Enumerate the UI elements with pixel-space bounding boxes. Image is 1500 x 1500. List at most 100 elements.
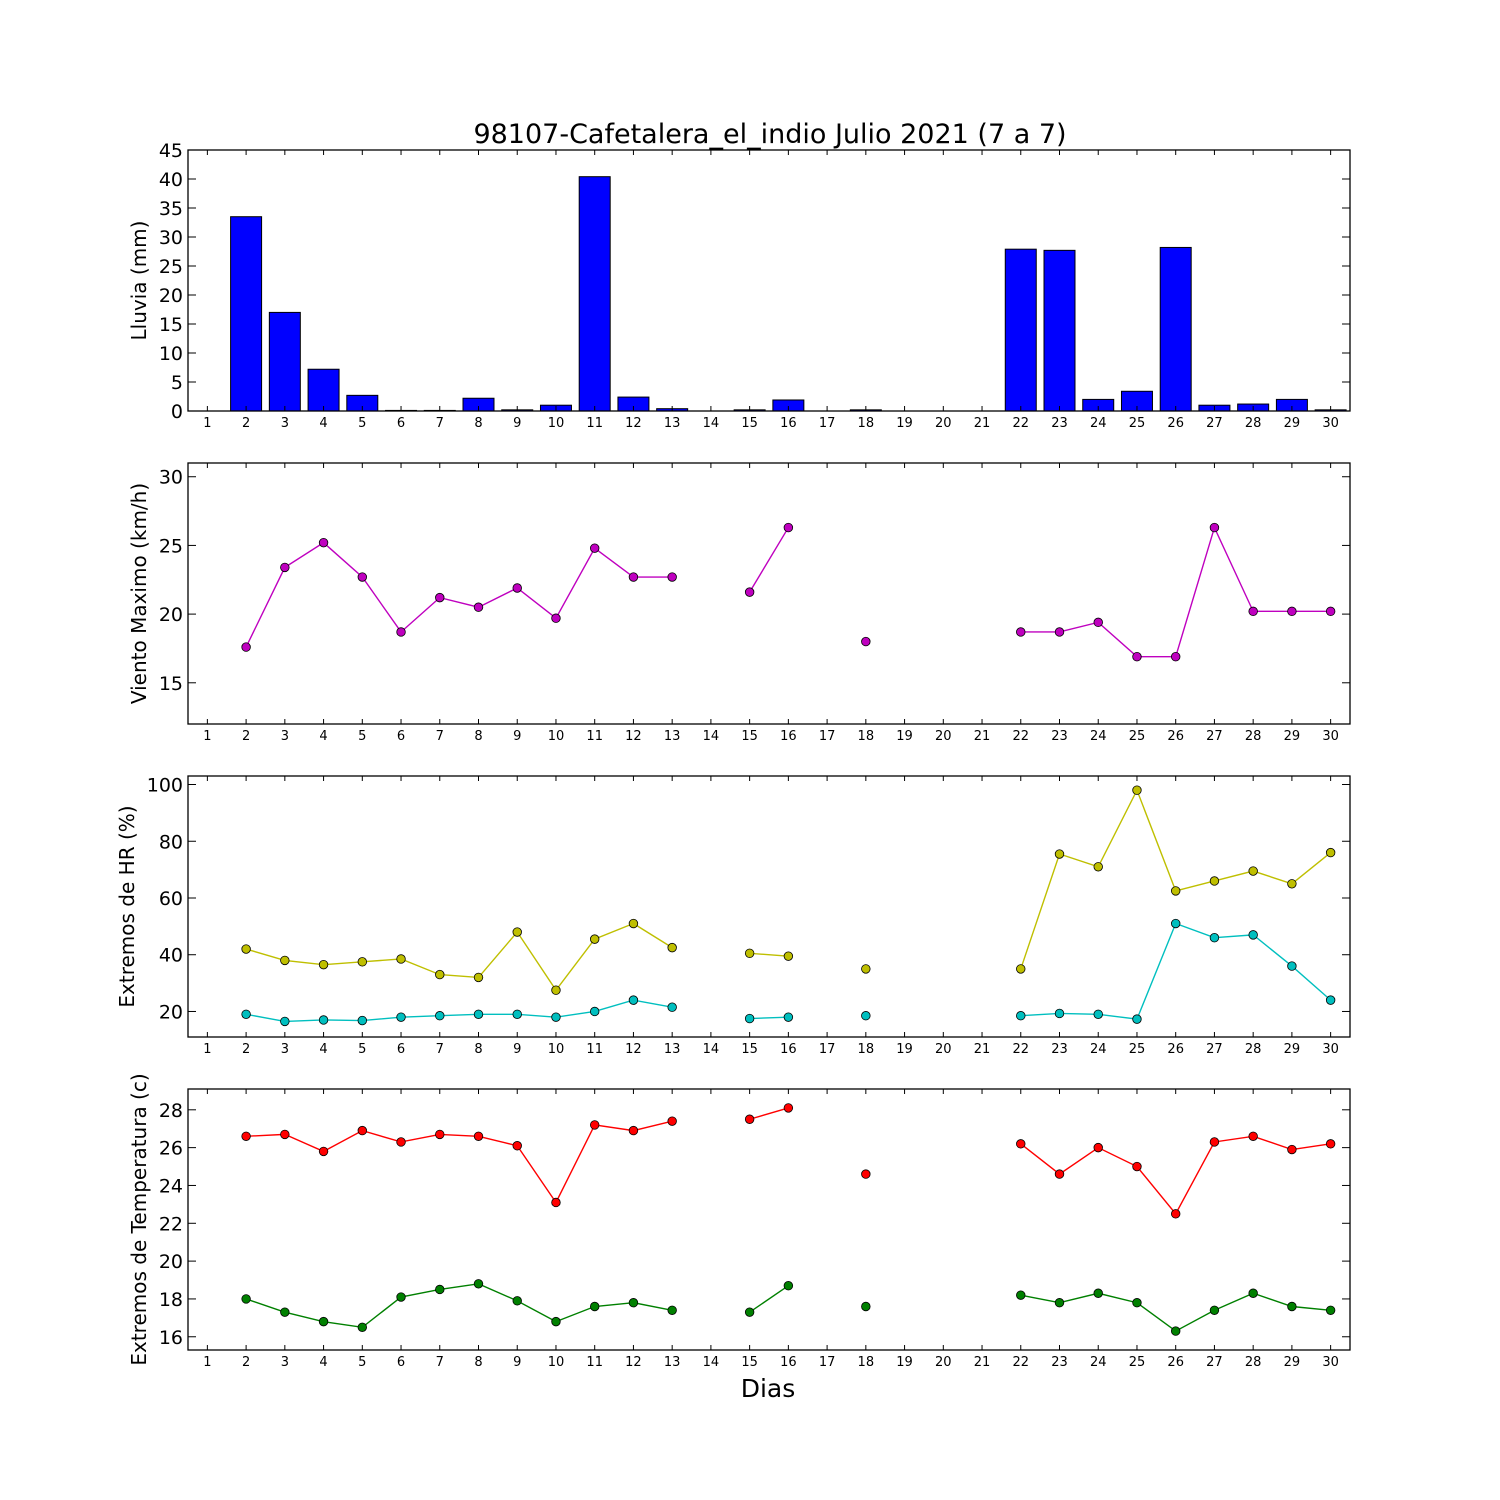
data-point <box>318 1146 329 1157</box>
x-tick-label: 24 <box>1090 729 1107 744</box>
panel-3: 1 2 3 4 5 6 7 8 9 10 11 12 13 14 15 16 17 18 19 20 21 22 23 24 2… <box>115 775 1351 1057</box>
data-point <box>1287 606 1297 617</box>
x-tick-label: 18 <box>858 729 875 744</box>
data-point <box>628 995 639 1005</box>
data-point <box>396 1012 406 1022</box>
data-point <box>357 1015 368 1026</box>
series-1 <box>241 1103 1336 1219</box>
x-tick-label: 1 <box>203 729 211 744</box>
data-point <box>783 1103 794 1113</box>
x-tick-label: 2 <box>242 416 250 431</box>
data-point <box>1054 1169 1065 1179</box>
data-point <box>1016 1139 1026 1149</box>
data-point <box>512 1009 522 1020</box>
x-tick-label: 25 <box>1129 416 1146 431</box>
x-tick-label: 28 <box>1245 1042 1262 1057</box>
y-tick-label: 25 <box>159 256 183 278</box>
y-tick-label: 20 <box>159 285 183 307</box>
x-tick-label: 11 <box>586 1042 603 1057</box>
data-point <box>1054 849 1065 859</box>
x-tick-label: 3 <box>281 416 289 431</box>
y-tick-label: 0 <box>171 401 183 423</box>
x-tick-label: 27 <box>1206 1042 1223 1057</box>
y-tick-label: 25 <box>159 535 183 557</box>
data-point <box>473 602 484 612</box>
x-tick-label: 15 <box>741 1042 758 1057</box>
x-tick-label: 24 <box>1090 1355 1107 1370</box>
data-point <box>1170 651 1181 662</box>
data-point <box>435 969 445 980</box>
series-1 <box>230 176 1347 412</box>
y-tick-label: 15 <box>159 673 183 695</box>
data-point <box>435 1011 445 1021</box>
data-point <box>396 1137 406 1147</box>
data-point <box>1325 1305 1336 1315</box>
x-tick-label: 17 <box>819 416 836 431</box>
x-tick-label: 20 <box>935 416 952 431</box>
data-point <box>280 1016 290 1027</box>
data-point <box>744 1307 755 1317</box>
data-point <box>1170 886 1181 896</box>
data-point <box>1093 862 1103 872</box>
x-tick-label: 16 <box>780 1355 797 1370</box>
data-point <box>318 537 329 548</box>
data-point <box>744 587 755 597</box>
x-tick-label: 1 <box>203 1355 211 1370</box>
x-tick-label: 11 <box>586 1355 603 1370</box>
data-point <box>861 964 871 974</box>
series-line <box>1020 1135 1331 1216</box>
series-line <box>1020 1292 1331 1332</box>
x-tick-label: 29 <box>1284 729 1301 744</box>
series-line <box>749 1016 789 1020</box>
data-point <box>1325 847 1336 858</box>
x-tick-label: 13 <box>664 1355 681 1370</box>
data-point <box>473 972 484 983</box>
x-tick-label: 24 <box>1090 1042 1107 1057</box>
x-tick-label: 15 <box>741 416 758 431</box>
data-point <box>473 1279 484 1289</box>
x-tick-label: 28 <box>1245 729 1262 744</box>
x-tick-label: 4 <box>319 416 327 431</box>
data-point <box>590 1006 600 1017</box>
data-point <box>1016 1290 1026 1300</box>
series-line <box>1020 525 1331 658</box>
y-tick-label: 22 <box>159 1213 183 1235</box>
data-point <box>280 1129 290 1140</box>
x-tick-label: 23 <box>1051 1355 1068 1370</box>
y-tick-label: 30 <box>159 467 183 489</box>
x-tick-label: 14 <box>703 1355 720 1370</box>
data-point <box>861 1301 871 1312</box>
data-point <box>1209 522 1220 533</box>
x-tick-label: 26 <box>1167 416 1184 431</box>
bar <box>1004 248 1037 412</box>
x-tick-label: 22 <box>1012 1042 1029 1057</box>
data-point <box>1054 627 1065 637</box>
y-tick-label: 24 <box>159 1175 183 1197</box>
y-tick-label: 16 <box>159 1327 183 1349</box>
x-tick-label: 22 <box>1012 729 1029 744</box>
y-axis-label: Viento Maximo (km/h) <box>127 483 151 704</box>
data-point <box>1209 876 1220 886</box>
data-point <box>357 1322 368 1333</box>
data-point <box>1325 1139 1336 1149</box>
y-tick-label: 40 <box>159 169 183 191</box>
bar <box>1159 246 1192 412</box>
x-tick-label: 3 <box>281 1355 289 1370</box>
x-tick-label: 10 <box>548 1355 565 1370</box>
y-tick-label: 45 <box>159 140 183 162</box>
x-tick-label: 25 <box>1129 729 1146 744</box>
data-point <box>667 1002 677 1012</box>
y-tick-label: 15 <box>159 314 183 336</box>
data-point <box>590 1120 600 1130</box>
x-tick-label: 8 <box>474 1355 482 1370</box>
data-point <box>318 1316 329 1327</box>
data-point <box>1093 617 1103 628</box>
panel-4: 1 2 3 4 5 6 7 8 9 10 11 12 13 14 15 16 17 18 19 20 21 22 23 24 2… <box>127 1073 1351 1370</box>
series-line <box>245 541 673 648</box>
x-tick-label: 17 <box>819 1355 836 1370</box>
data-point <box>396 627 406 637</box>
data-point <box>861 1011 871 1021</box>
data-point <box>318 959 329 970</box>
data-point <box>667 572 677 582</box>
